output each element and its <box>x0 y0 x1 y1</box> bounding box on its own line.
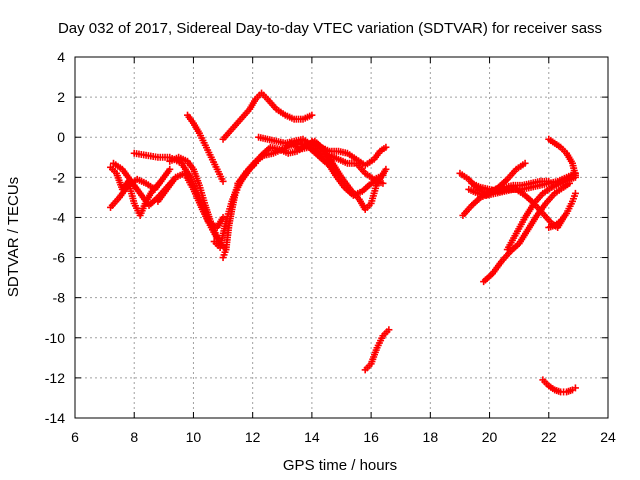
x-tick-label: 24 <box>600 429 616 445</box>
data-point <box>382 165 390 173</box>
y-tick-label: -4 <box>53 209 66 225</box>
data-point <box>382 143 390 151</box>
data-point <box>379 171 387 179</box>
x-tick-label: 20 <box>482 429 498 445</box>
x-tick-label: 8 <box>130 429 138 445</box>
plot-frame <box>74 56 609 419</box>
data-point <box>571 173 579 181</box>
x-tick-label: 18 <box>423 429 439 445</box>
y-tick-label: -12 <box>45 370 65 386</box>
x-tick-label: 12 <box>245 429 261 445</box>
data-point <box>308 111 316 119</box>
data-point <box>521 159 529 167</box>
y-tick-label: -2 <box>53 169 66 185</box>
x-tick-label: 16 <box>363 429 379 445</box>
data-point <box>571 189 579 197</box>
y-tick-label: -6 <box>53 250 66 266</box>
x-tick-label: 22 <box>541 429 557 445</box>
y-tick-label: 4 <box>57 49 65 65</box>
data-point <box>571 384 579 392</box>
y-axis-label: SDTVAR / TECUs <box>5 177 22 297</box>
y-tick-label: -8 <box>53 290 66 306</box>
y-tick-label: -14 <box>45 410 65 426</box>
x-tick-label: 14 <box>304 429 320 445</box>
data-point <box>385 326 393 334</box>
data-point <box>157 177 165 185</box>
x-tick-label: 6 <box>71 429 79 445</box>
data-points <box>107 89 579 396</box>
data-point <box>219 177 227 185</box>
data-point <box>166 165 174 173</box>
chart-title: Day 032 of 2017, Sidereal Day-to-day VTE… <box>58 20 602 37</box>
y-tick-label: 0 <box>57 129 65 145</box>
x-axis-label: GPS time / hours <box>283 457 397 474</box>
x-tick-label: 10 <box>186 429 202 445</box>
y-tick-label: -10 <box>45 330 65 346</box>
y-tick-label: 2 <box>57 89 65 105</box>
data-point <box>219 213 227 221</box>
data-point <box>379 179 387 187</box>
